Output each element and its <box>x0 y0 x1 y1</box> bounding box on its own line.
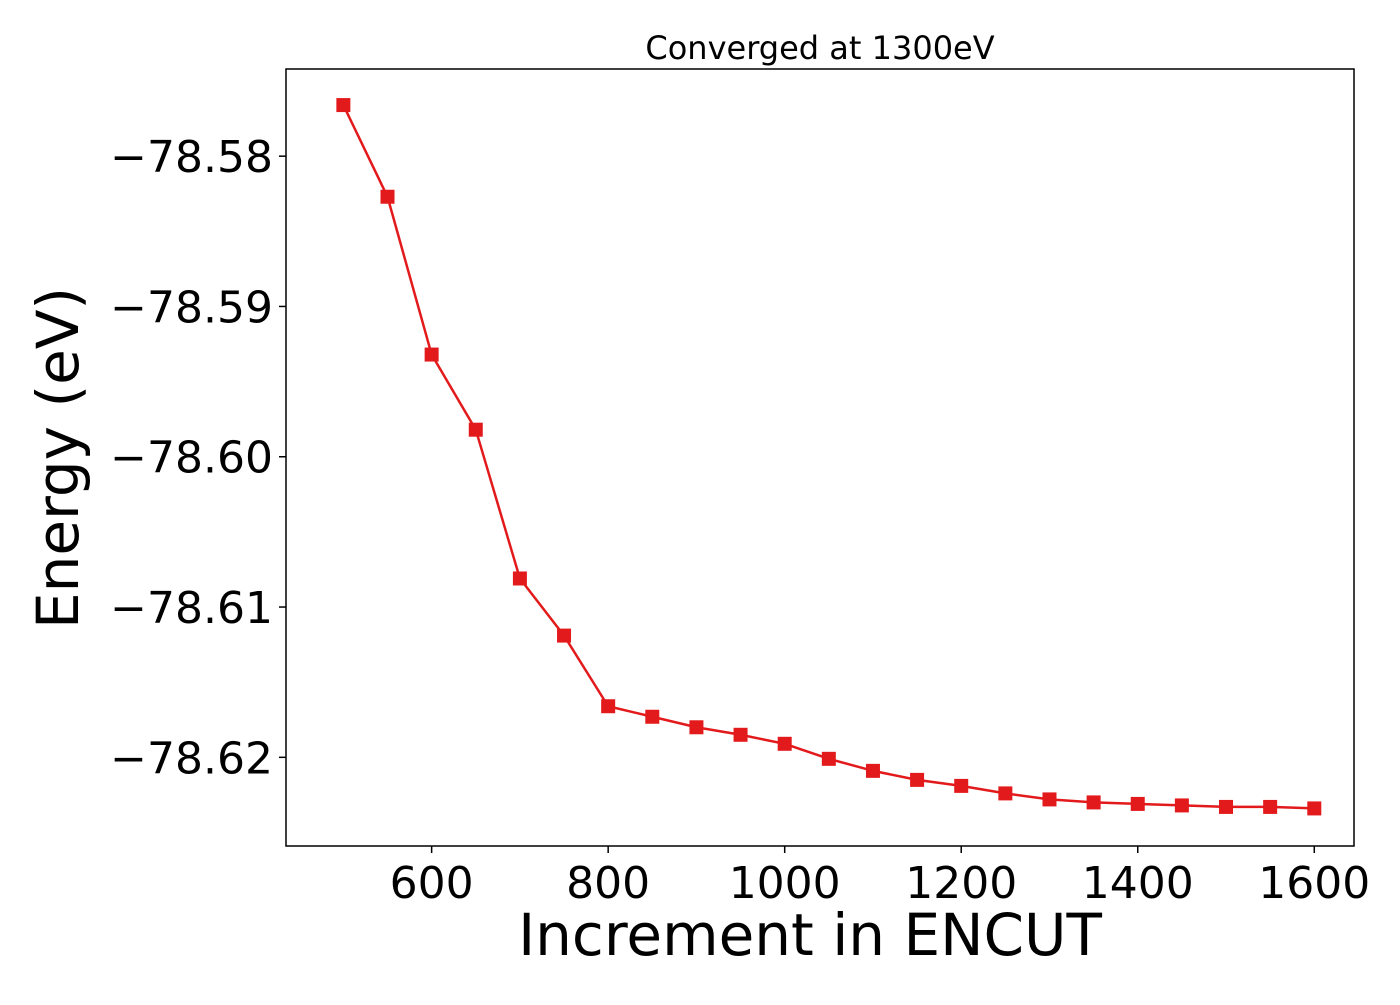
data-point <box>424 347 439 362</box>
data-point <box>645 709 660 724</box>
data-point <box>557 628 572 643</box>
data-point <box>1174 798 1189 813</box>
plot-area <box>285 68 1355 847</box>
y-tick-label: −78.61 <box>110 583 273 634</box>
x-tick-label: 600 <box>390 858 474 909</box>
data-point <box>1307 801 1322 816</box>
data-point <box>910 772 925 787</box>
data-point <box>1042 792 1057 807</box>
data-point <box>1219 799 1234 814</box>
data-point <box>865 763 880 778</box>
y-tick-label: −78.60 <box>110 433 273 484</box>
data-point <box>1130 796 1145 811</box>
data-point <box>777 736 792 751</box>
data-point <box>512 571 527 586</box>
y-axis-title: Energy (eV) <box>24 287 92 629</box>
y-tick-label: −78.62 <box>110 733 273 784</box>
data-point <box>468 422 483 437</box>
data-point <box>821 751 836 766</box>
y-axis-ticks: −78.58 −78.59 −78.60 −78.61 −78.62 <box>110 132 286 784</box>
data-point <box>1263 799 1278 814</box>
data-point <box>733 727 748 742</box>
data-point <box>1086 795 1101 810</box>
data-point <box>689 720 704 735</box>
x-tick-label: 1000 <box>729 858 841 909</box>
data-point <box>380 189 395 204</box>
series-layer <box>336 98 1322 816</box>
data-point <box>336 98 351 113</box>
chart-title: Converged at 1300eV <box>645 29 994 67</box>
data-point <box>998 786 1013 801</box>
y-tick-label: −78.59 <box>110 282 273 333</box>
data-point <box>601 699 616 714</box>
y-tick-label: −78.58 <box>110 132 273 183</box>
x-tick-label: 800 <box>566 858 650 909</box>
x-tick-label: 1400 <box>1082 858 1194 909</box>
data-point <box>954 778 969 793</box>
x-axis-title: Increment in ENCUT <box>518 901 1102 969</box>
x-tick-label: 1600 <box>1258 858 1370 909</box>
x-axis-ticks: 600 800 1000 1200 1400 1600 <box>390 846 1370 909</box>
x-tick-label: 1200 <box>905 858 1017 909</box>
